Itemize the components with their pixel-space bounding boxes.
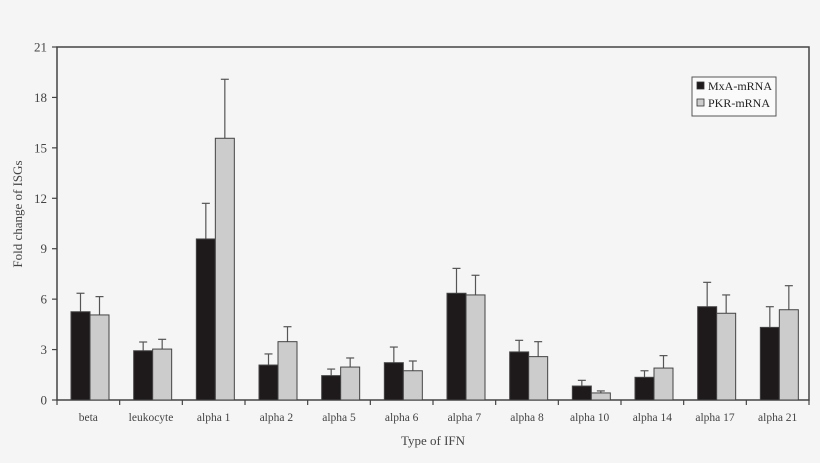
bar-mxa-mrna (697, 306, 718, 401)
bar-mxa-mrna (509, 351, 530, 401)
bar-pkr-mrna (402, 370, 423, 401)
bar-mxa-mrna (571, 385, 592, 401)
y-tick-label: 9 (41, 241, 48, 256)
bar-pkr-mrna (778, 309, 799, 401)
x-tick-label: alpha 7 (448, 412, 482, 424)
legend-swatch (696, 81, 705, 90)
y-tick-label: 18 (34, 90, 47, 105)
y-tick-label: 0 (41, 393, 48, 408)
x-tick-label: alpha 5 (322, 412, 356, 424)
legend-swatch (696, 98, 705, 107)
bar-mxa-mrna (258, 364, 279, 401)
y-tick-label: 3 (41, 342, 48, 357)
bar-pkr-mrna (89, 314, 110, 401)
bar-pkr-mrna (716, 312, 737, 401)
x-tick-label: leukocyte (129, 412, 174, 424)
bar-mxa-mrna (195, 238, 216, 401)
y-tick-label: 12 (34, 191, 47, 206)
x-tick-label: alpha 8 (510, 412, 544, 424)
bar-mxa-mrna (321, 375, 342, 401)
x-tick-label: alpha 2 (260, 412, 294, 424)
bar-pkr-mrna (214, 137, 235, 401)
x-axis-title: Type of IFN (401, 433, 466, 448)
bar-mxa-mrna (446, 292, 467, 401)
bar-pkr-mrna (590, 392, 611, 401)
y-tick-label: 6 (41, 292, 48, 307)
bar-mxa-mrna (133, 350, 154, 401)
legend: MxA-mRNA PKR-mRNA (691, 76, 777, 117)
bar-mxa-mrna (383, 362, 404, 401)
bar-pkr-mrna (340, 366, 361, 401)
bar-mxa-mrna (70, 311, 91, 401)
x-tick-label: alpha 17 (695, 412, 735, 424)
bar-pkr-mrna (528, 356, 549, 401)
bar-mxa-mrna (759, 326, 780, 401)
bar-pkr-mrna (152, 348, 173, 401)
x-tick-label: alpha 6 (385, 412, 419, 424)
x-tick-label: alpha 14 (633, 412, 673, 424)
x-tick-label: alpha 10 (570, 412, 610, 424)
legend-label: PKR-mRNA (708, 96, 770, 110)
y-axis: 0 3 6 9 12 15 18 21 (34, 40, 57, 408)
bar-pkr-mrna (277, 341, 298, 401)
y-tick-label: 15 (34, 140, 47, 155)
y-tick-label: 21 (34, 40, 47, 55)
bar-pkr-mrna (465, 294, 486, 401)
bar-pkr-mrna (653, 367, 674, 401)
bars (70, 78, 799, 401)
x-tick-label: beta (79, 412, 98, 424)
y-axis-title: Fold change of ISGs (10, 160, 25, 267)
x-axis: beta leukocyte alpha 1 alpha 2 alpha 5 alpha … (56, 400, 810, 424)
bar-mxa-mrna (634, 376, 655, 401)
x-tick-label: alpha 21 (758, 412, 798, 424)
legend-label: MxA-mRNA (708, 79, 772, 93)
x-tick-label: alpha 1 (197, 412, 231, 424)
legend-box (691, 76, 777, 117)
